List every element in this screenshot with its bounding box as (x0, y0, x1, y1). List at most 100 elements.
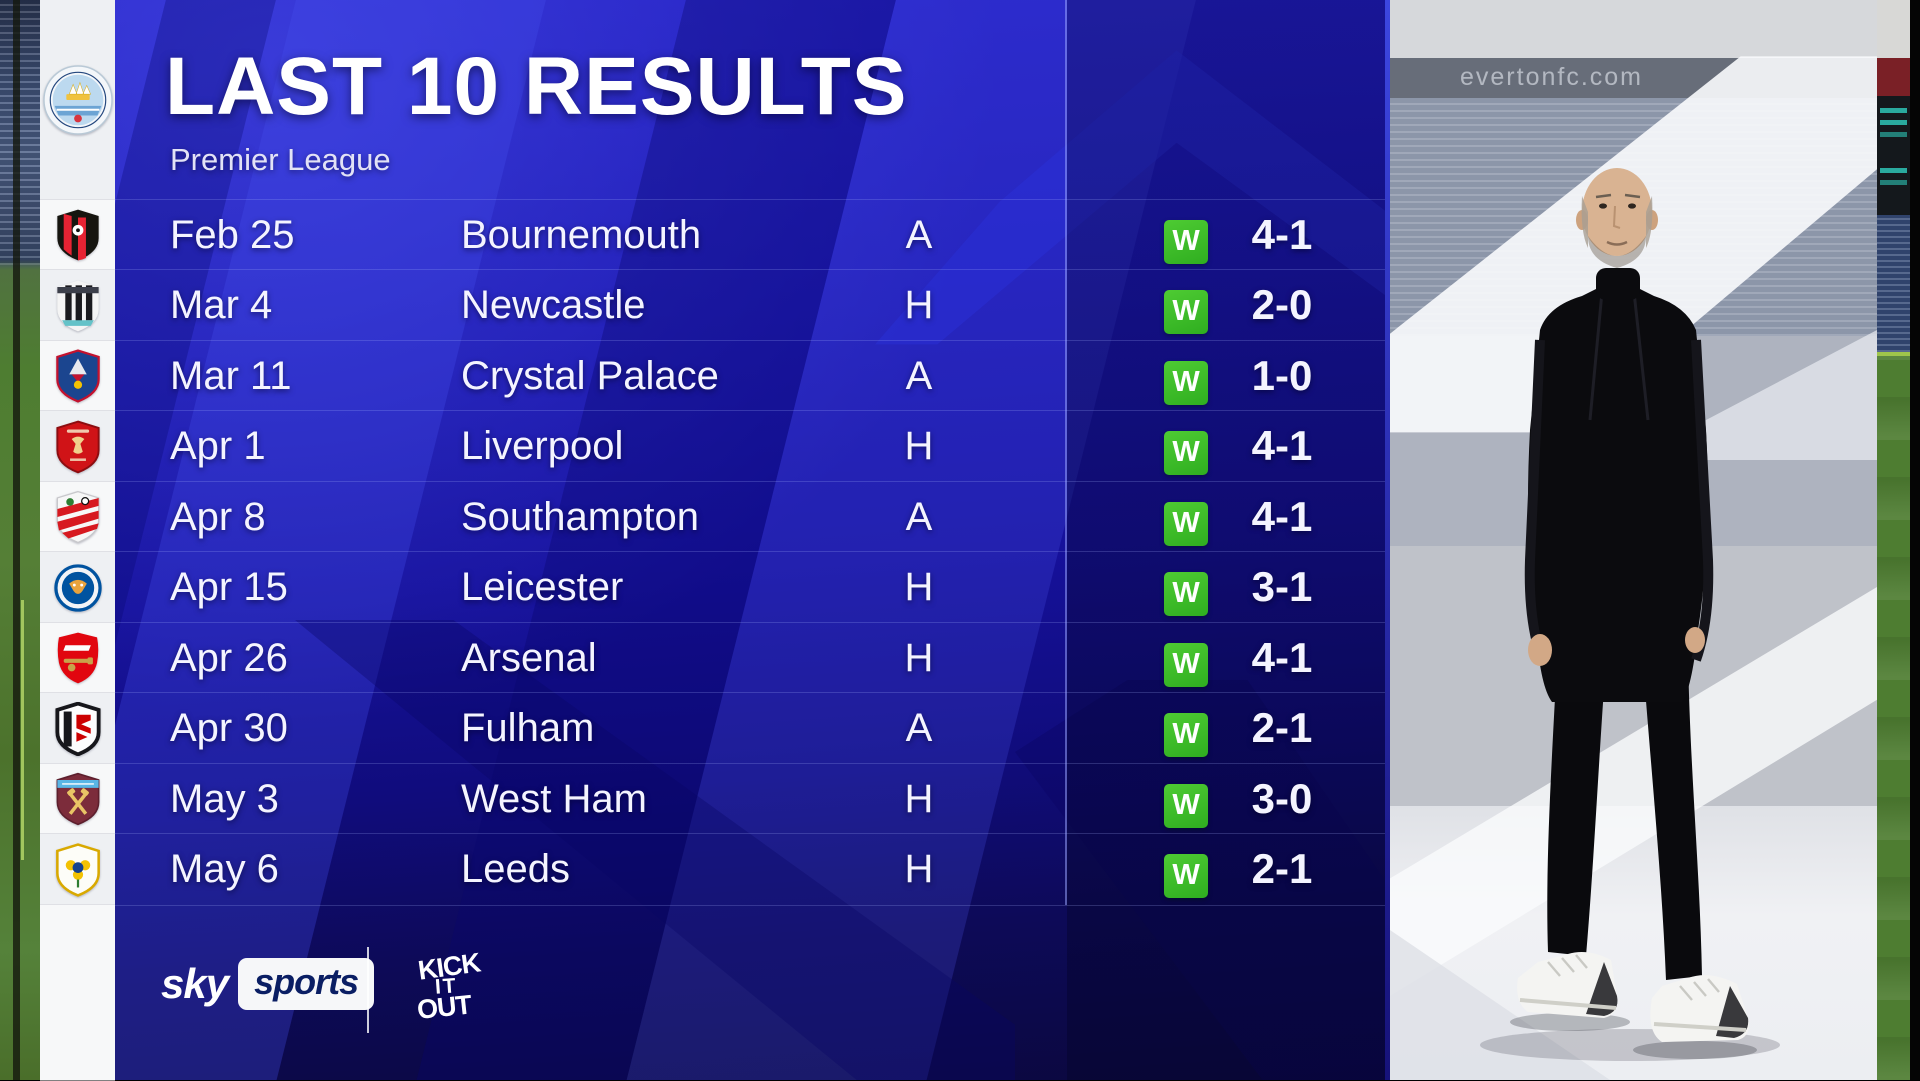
match-opponent: Arsenal (461, 635, 597, 680)
table-row: Mar 11 Crystal Palace A W 1-0 (115, 340, 1390, 411)
badge-cell (40, 622, 115, 693)
match-score: 3-0 (1251, 775, 1313, 822)
win-badge: W (1164, 712, 1208, 757)
result-badge: W (1164, 200, 1208, 270)
match-date: May 6 (170, 846, 279, 891)
badge-cell (40, 763, 115, 834)
leeds-crest-icon (55, 842, 100, 897)
match-date: Apr 15 (170, 564, 288, 609)
match-opponent: Crystal Palace (461, 353, 719, 398)
match-venue: H (904, 564, 934, 609)
match-venue: H (904, 423, 934, 468)
crowd-texture (1877, 215, 1910, 352)
leicester-crest-icon (53, 563, 102, 612)
column-divider-line (1065, 0, 1067, 905)
badge-cell (40, 410, 115, 482)
match-score: 2-1 (1251, 704, 1313, 751)
match-date: Apr 26 (170, 635, 288, 680)
table-row: May 6 Leeds H W 2-1 (115, 833, 1390, 904)
stadium-roof-band (1390, 0, 1877, 58)
table-row: Apr 8 Southampton A W 4-1 (115, 481, 1390, 552)
newcastle-crest-icon (56, 280, 99, 331)
kick-it-out-logo: KICK IT OUT (400, 941, 492, 1033)
match-score: 4-1 (1251, 634, 1313, 681)
row-divider (115, 905, 1390, 906)
match-venue: H (904, 282, 934, 327)
match-date: Mar 4 (170, 282, 273, 327)
match-date: Mar 11 (170, 353, 292, 398)
match-venue: A (905, 212, 933, 257)
match-venue: A (905, 494, 933, 539)
manager-photo-panel: evertonfc.com (1390, 0, 1877, 1080)
match-date: Apr 30 (170, 705, 288, 750)
fulham-crest-icon (54, 701, 101, 756)
table-row: Mar 4 Newcastle H W 2-0 (115, 269, 1390, 340)
match-score: 2-1 (1251, 845, 1313, 892)
page-title: LAST 10 RESULTS (165, 41, 908, 132)
sports-wordmark-box: sports (238, 958, 375, 1010)
table-row: Apr 1 Liverpool H W 4-1 (115, 410, 1390, 481)
result-badge: W (1164, 552, 1208, 622)
result-badge: W (1164, 693, 1208, 763)
badge-cell (40, 692, 115, 764)
match-opponent: Newcastle (461, 282, 646, 327)
empty-rail-cell (40, 904, 115, 1081)
sky-sports-logo: sky sports (161, 958, 375, 1010)
match-opponent: Southampton (461, 494, 699, 539)
match-score: 4-1 (1251, 422, 1313, 469)
crowd-texture (0, 0, 40, 265)
kick-it-out-line3: OUT (415, 989, 473, 1025)
logo-separator (367, 947, 369, 1033)
win-badge: W (1164, 501, 1208, 546)
badge-cell (40, 269, 115, 341)
match-opponent: Fulham (461, 705, 595, 750)
score-column-shade (1067, 0, 1390, 1080)
match-date: Apr 1 (170, 423, 266, 468)
result-badge: W (1164, 623, 1208, 693)
bournemouth-crest-icon (56, 209, 99, 261)
page-subtitle: Premier League (170, 142, 391, 177)
table-row: Apr 26 Arsenal H W 4-1 (115, 622, 1390, 693)
result-badge: W (1164, 764, 1208, 834)
badge-cell (40, 199, 115, 270)
match-venue: H (904, 635, 934, 680)
scoreboard-text-lines (1880, 168, 1907, 173)
match-score: 2-0 (1251, 281, 1313, 328)
badge-cell (40, 833, 115, 905)
pitch-texture (1877, 356, 1910, 1080)
result-badge: W (1164, 411, 1208, 481)
team-badge-rail (40, 0, 115, 1081)
win-badge: W (1164, 853, 1208, 898)
match-opponent: West Ham (461, 776, 647, 821)
scoreboard-text-lines (1880, 108, 1907, 113)
pitch-highlight (21, 600, 24, 860)
match-venue: H (904, 776, 934, 821)
win-badge: W (1164, 360, 1208, 405)
match-score: 4-1 (1251, 493, 1313, 540)
southampton-crest-icon (56, 490, 99, 544)
win-badge: W (1164, 289, 1208, 334)
results-panel: LAST 10 RESULTS Premier League Feb 25 Bo… (115, 0, 1390, 1080)
result-badge: W (1164, 834, 1208, 904)
table-row: May 3 West Ham H W 3-0 (115, 763, 1390, 834)
match-opponent: Leeds (461, 846, 570, 891)
table-row: Apr 15 Leicester H W 3-1 (115, 551, 1390, 622)
crystal-palace-crest-icon (55, 349, 100, 403)
table-row: Apr 30 Fulham A W 2-1 (115, 692, 1390, 763)
badge-cell (40, 340, 115, 411)
match-opponent: Leicester (461, 564, 624, 609)
match-venue: H (904, 846, 934, 891)
match-venue: A (905, 705, 933, 750)
match-date: Apr 8 (170, 494, 266, 539)
goalpost-line (13, 0, 20, 1080)
match-date: May 3 (170, 776, 279, 821)
match-score: 3-1 (1251, 563, 1313, 610)
liverpool-crest-icon (55, 420, 100, 473)
win-badge: W (1164, 219, 1208, 264)
left-video-strip (0, 0, 40, 1080)
result-badge: W (1164, 270, 1208, 340)
win-badge: W (1164, 430, 1208, 475)
manchester-city-badge-icon (42, 64, 113, 135)
match-score: 4-1 (1251, 211, 1313, 258)
